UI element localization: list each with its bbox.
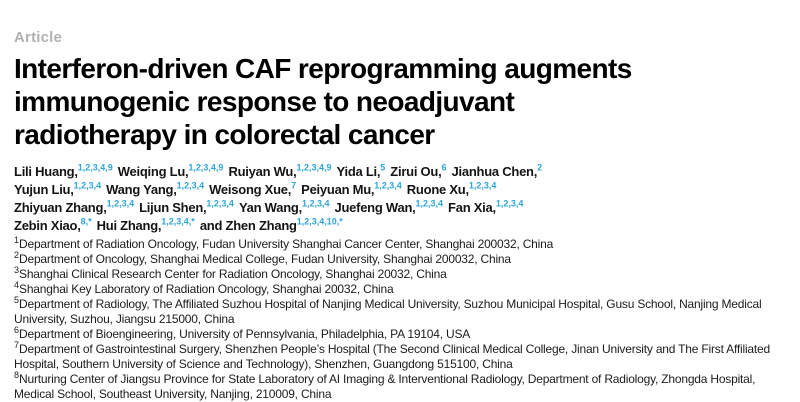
author-name: Wang Yang,1,2,3,4 <box>106 180 205 197</box>
author-line: Zebin Xiao,8,* Hui Zhang,1,2,3,4,* and Zhe… <box>14 217 792 235</box>
author-affiliation-superscript: 1,2,3,4 <box>374 180 402 191</box>
author-name: Zhiyuan Zhang,1,2,3,4 <box>14 198 135 215</box>
article-title: Interferon-driven CAF reprogramming augm… <box>14 52 792 151</box>
affiliation-text: Shanghai Key Laboratory of Radiation Onc… <box>19 282 394 296</box>
affiliation-number: 1 <box>14 235 20 245</box>
affiliation-item: 7Department of Gastrointestinal Surgery,… <box>14 340 792 372</box>
author-name: Jianhua Chen,2 <box>451 162 543 179</box>
author-name: Yida Li,5 <box>336 162 386 179</box>
title-line: immunogenic response to neoadjuvant <box>14 86 515 117</box>
author-affiliation-superscript: 1,2,3,4,9 <box>188 162 224 173</box>
affiliation-number: 4 <box>14 280 20 290</box>
affiliation-item: 8Nurturing Center of Jiangsu Province fo… <box>14 370 792 402</box>
affiliation-item: 4Shanghai Key Laboratory of Radiation On… <box>14 280 792 297</box>
article-kicker: Article <box>14 29 63 46</box>
author-name: Hui Zhang,1,2,3,4,* <box>96 216 195 233</box>
author-name: Fan Xia,1,2,3,4 <box>448 198 524 215</box>
author-name: Zirui Ou,6 <box>390 162 447 179</box>
author-affiliation-superscript: 2 <box>537 162 543 173</box>
affiliation-item: 6Department of Bioengineering, Universit… <box>14 325 792 342</box>
author-line: Lili Huang,1,2,3,4,9 Weiqing Lu,1,2,3,4,9… <box>14 163 792 181</box>
affiliation-item: 5Department of Radiology, The Affiliated… <box>14 295 792 327</box>
affiliation-number: 2 <box>14 250 20 260</box>
author-name: Zebin Xiao,8,* <box>14 216 92 233</box>
affiliation-text: Department of Radiology, The Affiliated … <box>14 297 762 326</box>
affiliation-text: Shanghai Clinical Research Center for Ra… <box>19 267 447 281</box>
author-name: and Zhen Zhang1,2,3,4,10,* <box>199 216 343 233</box>
author-affiliation-superscript: 1,2,3,4 <box>495 198 524 209</box>
author-affiliation-superscript: 6 <box>441 162 447 173</box>
author-line: Yujun Liu,1,2,3,4 Wang Yang,1,2,3,4 Weison… <box>14 181 792 199</box>
author-name: Lijun Shen,1,2,3,4 <box>139 198 234 215</box>
author-affiliation-superscript: 7 <box>291 180 297 191</box>
author-affiliation-superscript: 5 <box>380 162 386 173</box>
affiliation-number: 7 <box>14 340 20 350</box>
author-line: Zhiyuan Zhang,1,2,3,4 Lijun Shen,1,2,3,4 Y… <box>14 199 792 217</box>
author-affiliation-superscript: 1,2,3,4 <box>415 198 444 209</box>
author-name: Juefeng Wan,1,2,3,4 <box>334 198 444 215</box>
title-line: radiotherapy in colorectal cancer <box>14 119 435 150</box>
affiliation-number: 3 <box>14 265 20 275</box>
author-affiliation-superscript: 1,2,3,4 <box>468 180 497 191</box>
author-name: Peiyuan Mu,1,2,3,4 <box>301 180 402 197</box>
affiliation-item: 2Department of Oncology, Shanghai Medica… <box>14 250 792 267</box>
affiliation-number: 8 <box>14 370 20 380</box>
author-affiliation-superscript: 1,2,3,4 <box>73 180 102 191</box>
author-name: Weisong Xue,7 <box>209 180 297 197</box>
author-affiliation-superscript: 1,2,3,4 <box>301 198 330 209</box>
author-affiliation-superscript: 1,2,3,4,9 <box>296 162 332 173</box>
author-affiliation-superscript: 1,2,3,4,9 <box>77 162 113 173</box>
affiliation-number: 6 <box>14 325 20 335</box>
affiliation-text: Department of Bioengineering, University… <box>19 327 471 341</box>
author-affiliation-superscript: 1,2,3,4 <box>176 180 205 191</box>
author-name: Lili Huang,1,2,3,4,9 <box>14 162 113 179</box>
author-name: Yan Wang,1,2,3,4 <box>238 198 330 215</box>
affiliation-list: 1Department of Radiation Oncology, Fudan… <box>14 235 792 402</box>
author-affiliation-superscript: 1,2,3,4,10,* <box>296 216 343 227</box>
affiliation-text: Department of Radiation Oncology, Fudan … <box>19 237 554 251</box>
affiliation-item: 1Department of Radiation Oncology, Fudan… <box>14 235 792 252</box>
title-line: Interferon-driven CAF reprogramming augm… <box>14 53 632 84</box>
affiliation-number: 5 <box>14 295 20 305</box>
author-name: Ruone Xu,1,2,3,4 <box>406 180 497 197</box>
author-name: Yujun Liu,1,2,3,4 <box>14 180 102 197</box>
author-list: Lili Huang,1,2,3,4,9 Weiqing Lu,1,2,3,4,9… <box>14 163 792 235</box>
author-name: Weiqing Lu,1,2,3,4,9 <box>117 162 224 179</box>
author-affiliation-superscript: 1,2,3,4,* <box>161 216 195 227</box>
affiliation-text: Department of Gastrointestinal Surgery, … <box>14 342 770 371</box>
author-affiliation-superscript: 1,2,3,4 <box>206 198 234 209</box>
author-affiliation-superscript: 8,* <box>80 216 92 227</box>
author-name: Ruiyan Wu,1,2,3,4,9 <box>228 162 332 179</box>
affiliation-item: 3Shanghai Clinical Research Center for R… <box>14 265 792 282</box>
affiliation-text: Department of Oncology, Shanghai Medical… <box>19 252 511 266</box>
affiliation-text: Nurturing Center of Jiangsu Province for… <box>14 372 756 401</box>
author-affiliation-superscript: 1,2,3,4 <box>106 198 135 209</box>
